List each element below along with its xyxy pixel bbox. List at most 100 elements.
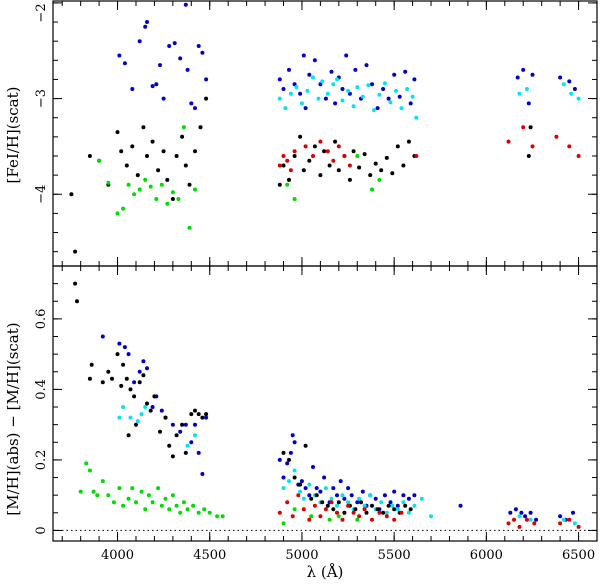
data-point xyxy=(91,489,96,494)
data-point xyxy=(307,158,312,163)
top-series-cyan xyxy=(277,75,581,120)
data-point xyxy=(87,154,92,158)
data-point xyxy=(335,493,339,498)
data-point xyxy=(408,507,413,512)
data-point xyxy=(100,380,105,385)
data-point xyxy=(150,139,155,144)
data-point xyxy=(362,507,367,512)
data-point xyxy=(172,41,177,46)
data-point xyxy=(368,173,373,178)
top-series-green xyxy=(97,125,382,230)
data-point xyxy=(534,517,539,522)
data-point xyxy=(75,299,79,304)
y-tick-label: 0.4 xyxy=(34,379,49,400)
data-point xyxy=(329,69,334,74)
data-point xyxy=(137,369,142,374)
data-point xyxy=(340,98,345,103)
data-point xyxy=(187,182,192,187)
data-point xyxy=(174,433,179,438)
data-point xyxy=(530,72,535,77)
data-point xyxy=(368,493,373,498)
data-point xyxy=(375,507,380,512)
data-point xyxy=(325,149,330,154)
data-point xyxy=(117,341,122,346)
x-tick-label: 4000 xyxy=(101,548,134,563)
data-point xyxy=(292,507,297,512)
data-point xyxy=(196,44,201,48)
data-point xyxy=(183,422,188,427)
data-point xyxy=(526,154,531,158)
data-point xyxy=(281,163,286,168)
data-point xyxy=(193,106,197,111)
data-point xyxy=(200,50,205,55)
data-point xyxy=(307,72,312,77)
data-point xyxy=(301,53,306,58)
data-point xyxy=(312,503,317,508)
data-point xyxy=(347,91,352,96)
data-point xyxy=(141,373,146,378)
data-point xyxy=(287,457,291,462)
data-point xyxy=(351,104,356,109)
data-point xyxy=(386,96,391,101)
data-point xyxy=(364,63,369,68)
data-point xyxy=(106,369,111,374)
data-point xyxy=(281,486,286,491)
data-point xyxy=(121,362,126,367)
data-point xyxy=(119,383,124,388)
data-point xyxy=(292,82,297,87)
data-point xyxy=(384,155,389,160)
data-point xyxy=(320,500,325,505)
data-point xyxy=(395,503,400,508)
data-point xyxy=(146,493,151,498)
data-point xyxy=(528,510,533,515)
data-point xyxy=(325,91,330,96)
data-point xyxy=(303,486,308,491)
data-point xyxy=(521,67,526,72)
data-point xyxy=(97,158,102,163)
data-point xyxy=(281,87,286,91)
data-point xyxy=(506,139,511,144)
data-point xyxy=(344,53,349,58)
data-point xyxy=(366,83,371,88)
data-point xyxy=(406,139,411,144)
data-point xyxy=(524,517,529,522)
data-point xyxy=(277,96,282,101)
data-point xyxy=(340,493,345,498)
data-point xyxy=(384,514,389,519)
data-point xyxy=(379,500,384,505)
data-point xyxy=(331,507,336,512)
data-point xyxy=(355,154,360,158)
data-point xyxy=(399,106,404,111)
data-point xyxy=(141,125,146,130)
data-point xyxy=(95,493,100,498)
data-point xyxy=(110,376,114,381)
data-point xyxy=(69,192,74,197)
data-point xyxy=(180,422,185,427)
data-point xyxy=(327,517,332,522)
data-point xyxy=(392,507,397,512)
data-point xyxy=(346,500,351,505)
data-point xyxy=(414,154,419,158)
data-point xyxy=(163,496,168,501)
data-point xyxy=(530,144,535,149)
data-point xyxy=(458,503,463,508)
data-point xyxy=(126,352,131,357)
data-point xyxy=(375,106,380,111)
data-point xyxy=(512,517,516,522)
data-point xyxy=(277,163,282,168)
data-point xyxy=(143,507,148,512)
data-point xyxy=(336,500,341,505)
data-point xyxy=(388,500,393,505)
data-point xyxy=(287,67,291,72)
data-point xyxy=(359,500,363,505)
bottom-series-black xyxy=(73,281,413,515)
data-point xyxy=(558,521,563,526)
data-point xyxy=(288,168,293,173)
data-point xyxy=(196,412,201,417)
data-point xyxy=(513,507,518,512)
data-point xyxy=(106,493,111,498)
data-point xyxy=(156,168,161,173)
bottom-panel: 4000 4500 5000 5500 6000 6500 0 0.2 0.4 0.6 xyxy=(34,265,598,563)
data-point xyxy=(84,461,89,466)
